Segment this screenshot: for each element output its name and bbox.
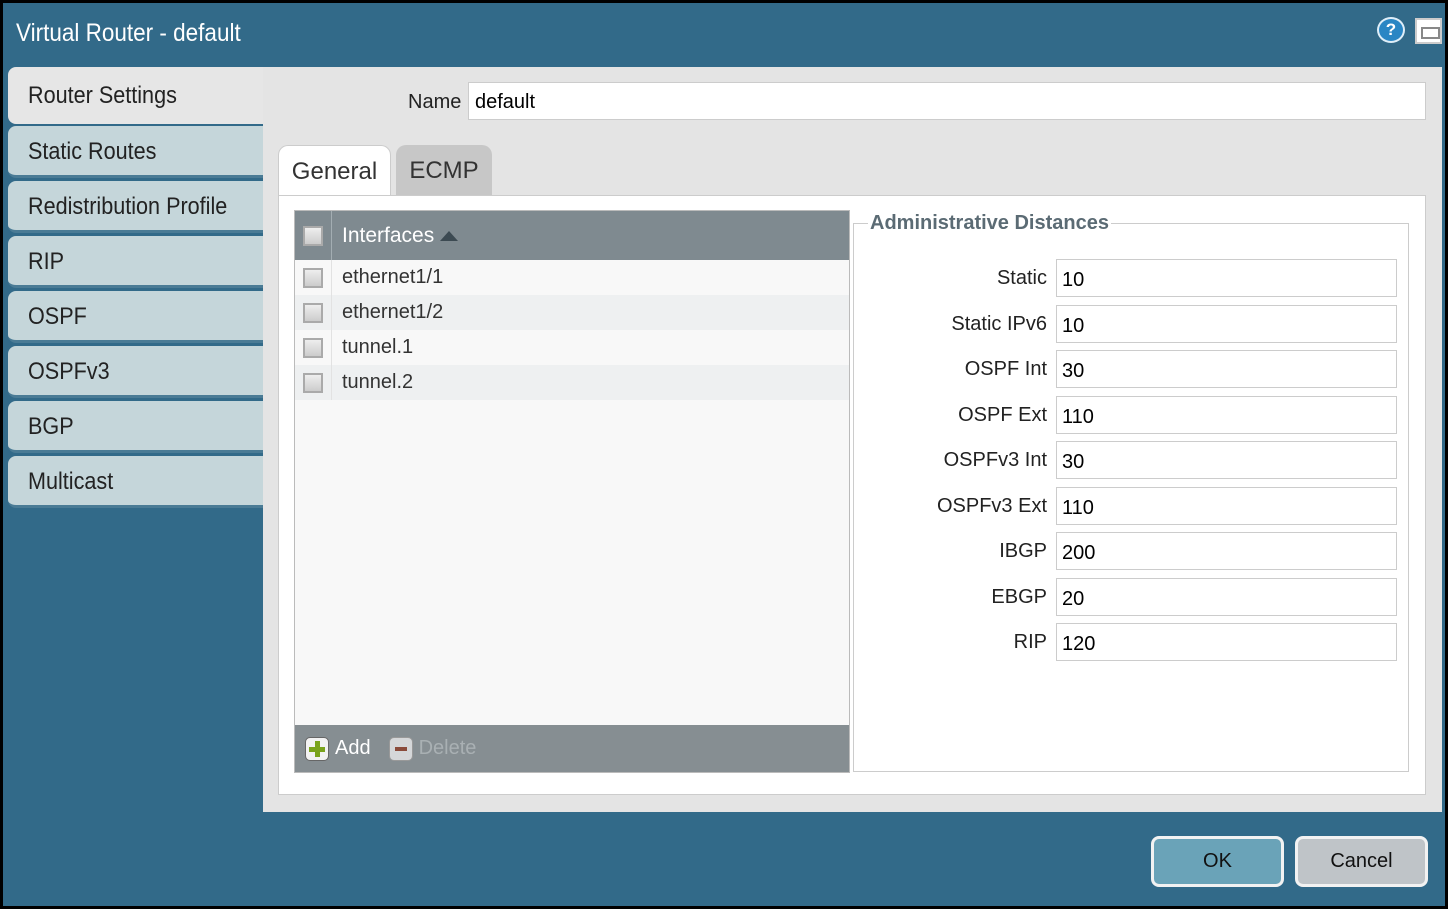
sort-ascending-icon[interactable] <box>440 230 459 241</box>
table-footer: Add Delete <box>295 725 849 772</box>
row-checkbox[interactable] <box>303 372 323 393</box>
distance-row: RIP 120 <box>854 623 1408 661</box>
column-divider <box>331 211 332 260</box>
column-divider <box>331 330 332 365</box>
distance-input[interactable]: 120 <box>1056 623 1397 661</box>
help-icon[interactable]: ? <box>1377 17 1405 43</box>
dialog-title: Virtual Router - default <box>16 19 241 47</box>
column-divider <box>331 295 332 330</box>
distance-label: Static IPv6 <box>951 312 1047 335</box>
sidebar-item-label: RIP <box>28 248 65 275</box>
select-all-checkbox[interactable] <box>303 225 323 246</box>
distance-row: OSPF Ext 110 <box>854 395 1408 434</box>
main-content: Name default General ECMP Interfaces eth… <box>263 67 1442 812</box>
distance-input[interactable]: 200 <box>1056 532 1397 570</box>
sidebar-item-redistribution-profile[interactable]: Redistribution Profile <box>8 181 263 233</box>
sidebar-item-rip[interactable]: RIP <box>8 236 263 288</box>
sidebar-item-label: Router Settings <box>28 82 177 109</box>
table-row[interactable]: tunnel.1 <box>295 330 849 365</box>
tab-general[interactable]: General <box>278 145 391 196</box>
distance-row: OSPFv3 Int 30 <box>854 441 1408 479</box>
distance-row: IBGP 200 <box>854 532 1408 570</box>
distance-input[interactable]: 20 <box>1056 577 1397 616</box>
group-title: Administrative Distances <box>868 212 1111 235</box>
distance-label: OSPF Int <box>964 358 1047 380</box>
tab-ecmp[interactable]: ECMP <box>396 145 492 195</box>
ok-button[interactable]: OK <box>1151 836 1284 887</box>
distance-label: IBGP <box>999 540 1047 562</box>
interfaces-table: Interfaces ethernet1/1 ethernet1/2 tunne… <box>294 210 850 773</box>
distance-input[interactable]: 110 <box>1056 486 1397 525</box>
administrative-distances-group: Administrative Distances Static 10 Static … <box>853 212 1409 772</box>
sidebar-item-label: OSPF <box>28 303 87 330</box>
maximize-icon[interactable] <box>1415 18 1442 44</box>
row-checkbox[interactable] <box>303 267 323 288</box>
distance-row: Static 10 <box>854 259 1408 297</box>
sidebar-item-label: Static Routes <box>28 138 157 165</box>
general-panel: Interfaces ethernet1/1 ethernet1/2 tunne… <box>278 195 1426 795</box>
table-header: Interfaces <box>295 211 849 260</box>
table-row[interactable]: ethernet1/1 <box>295 260 849 295</box>
row-checkbox[interactable] <box>303 302 323 323</box>
add-icon[interactable] <box>305 736 329 761</box>
interface-name: tunnel.2 <box>342 371 414 393</box>
sidebar-item-multicast[interactable]: Multicast <box>8 456 263 508</box>
table-row[interactable]: tunnel.2 <box>295 365 849 400</box>
distance-label: EBGP <box>991 585 1047 608</box>
distance-label: OSPFv3 Int <box>943 449 1047 471</box>
interfaces-column-header[interactable]: Interfaces <box>342 223 435 247</box>
row-checkbox[interactable] <box>303 337 323 358</box>
table-row[interactable]: ethernet1/2 <box>295 295 849 330</box>
sidebar-item-router-settings[interactable]: Router Settings <box>8 67 263 124</box>
distance-row: Static IPv6 10 <box>854 304 1408 343</box>
distance-label: OSPFv3 Ext <box>936 494 1047 517</box>
add-button[interactable]: Add <box>335 737 371 759</box>
delete-icon <box>388 736 413 761</box>
delete-button: Delete <box>418 737 477 759</box>
cancel-button[interactable]: Cancel <box>1295 836 1428 887</box>
distance-row: OSPF Int 30 <box>854 350 1408 388</box>
sidebar-item-label: Redistribution Profile <box>28 193 228 220</box>
distance-input[interactable]: 110 <box>1056 395 1397 434</box>
distance-row: EBGP 20 <box>854 577 1408 616</box>
interface-name: ethernet1/2 <box>342 301 444 323</box>
distance-input[interactable]: 10 <box>1056 304 1397 343</box>
sidebar-item-label: Multicast <box>28 468 114 495</box>
distance-row: OSPFv3 Ext 110 <box>854 486 1408 525</box>
interface-name: tunnel.1 <box>342 336 414 358</box>
dialog-window: Virtual Router - default ? Router Settin… <box>3 3 1445 906</box>
distance-input[interactable]: 30 <box>1056 441 1397 479</box>
sidebar-item-label: OSPFv3 <box>28 358 110 385</box>
sidebar-item-ospfv3[interactable]: OSPFv3 <box>8 346 263 398</box>
column-divider <box>331 365 332 400</box>
sidebar-item-ospf[interactable]: OSPF <box>8 291 263 343</box>
name-input[interactable]: default <box>468 82 1426 120</box>
sidebar-item-static-routes[interactable]: Static Routes <box>8 126 263 178</box>
column-divider <box>331 260 332 295</box>
name-label: Name <box>408 91 462 113</box>
sidebar-item-label: BGP <box>28 413 74 440</box>
distance-input[interactable]: 30 <box>1056 350 1397 388</box>
interface-name: ethernet1/1 <box>342 266 444 288</box>
distance-label: Static <box>996 267 1047 289</box>
distance-label: RIP <box>1013 631 1047 653</box>
sidebar: Router Settings Static Routes Redistribu… <box>8 67 263 511</box>
distance-input[interactable]: 10 <box>1056 259 1397 297</box>
distance-label: OSPF Ext <box>958 403 1047 426</box>
sidebar-item-bgp[interactable]: BGP <box>8 401 263 453</box>
